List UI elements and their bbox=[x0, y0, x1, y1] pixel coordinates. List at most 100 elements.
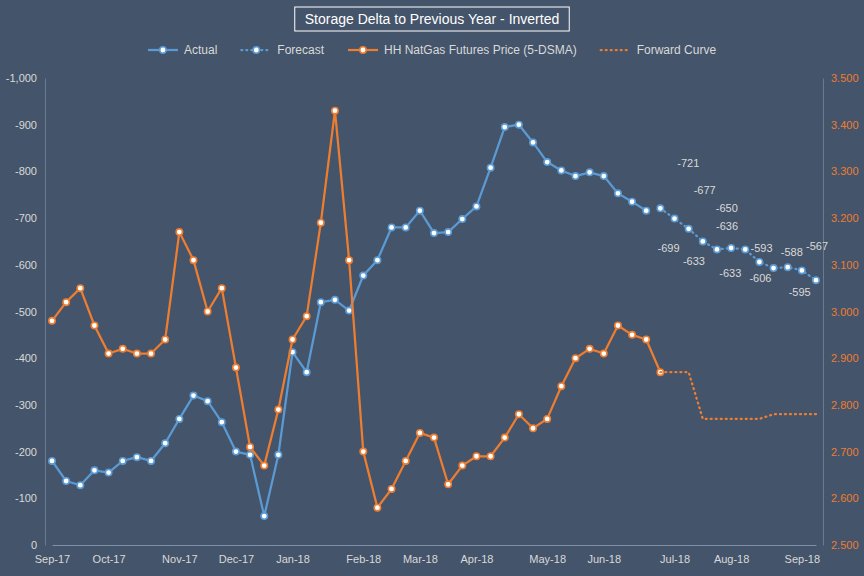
series-marker bbox=[629, 332, 635, 338]
chart-svg: Storage Delta to Previous Year - Inverte… bbox=[0, 0, 864, 576]
y-tick-label: -800 bbox=[15, 165, 37, 177]
y-tick: -700 bbox=[15, 212, 45, 224]
series-marker bbox=[219, 285, 225, 291]
y2-tick: 2.500 bbox=[823, 539, 859, 551]
series-marker bbox=[91, 322, 97, 328]
series-marker bbox=[586, 346, 592, 352]
series-marker bbox=[756, 259, 762, 265]
series-marker bbox=[374, 257, 380, 263]
y-tick: -1,000 bbox=[6, 72, 45, 84]
series-marker bbox=[346, 257, 352, 263]
data-label: -677 bbox=[694, 184, 716, 196]
x-tick: Sep-18 bbox=[785, 553, 820, 565]
series-marker bbox=[219, 419, 225, 425]
y-tick-label: -300 bbox=[15, 399, 37, 411]
x-tick: Aug-18 bbox=[714, 553, 749, 565]
series-marker bbox=[643, 336, 649, 342]
series-marker bbox=[799, 267, 805, 273]
series-marker bbox=[572, 173, 578, 179]
y2-tick-label: 2.700 bbox=[831, 446, 859, 458]
series-marker bbox=[162, 440, 168, 446]
series-marker bbox=[601, 173, 607, 179]
x-tick-label: Feb-18 bbox=[346, 553, 381, 565]
legend-marker bbox=[360, 47, 366, 53]
series-marker bbox=[502, 434, 508, 440]
series-marker bbox=[77, 285, 83, 291]
y2-tick-label: 2.600 bbox=[831, 492, 859, 504]
y2-tick-label: 2.500 bbox=[831, 539, 859, 551]
x-tick-label: Sep-17 bbox=[35, 553, 70, 565]
series-marker bbox=[261, 513, 267, 519]
x-tick: Nov-17 bbox=[162, 553, 197, 565]
series-marker bbox=[643, 207, 649, 213]
data-label: -595 bbox=[789, 286, 811, 298]
series-marker bbox=[417, 207, 423, 213]
series-marker bbox=[671, 215, 677, 221]
y-tick-label: -400 bbox=[15, 352, 37, 364]
y-tick: -300 bbox=[15, 399, 45, 411]
series-marker bbox=[459, 462, 465, 468]
series-marker bbox=[261, 462, 267, 468]
y2-tick: 3.300 bbox=[823, 165, 859, 177]
series-marker bbox=[530, 139, 536, 145]
series-marker bbox=[431, 230, 437, 236]
series-marker bbox=[303, 369, 309, 375]
x-tick-label: Jan-18 bbox=[276, 553, 310, 565]
series-marker bbox=[49, 318, 55, 324]
title: Storage Delta to Previous Year - Inverte… bbox=[305, 11, 559, 27]
series-marker bbox=[204, 398, 210, 404]
series-line bbox=[660, 372, 816, 419]
data-labels: -721-699-677-650-633-636-633-606-593-595… bbox=[658, 157, 829, 298]
legend-label: HH NatGas Futures Price (5-DSMA) bbox=[384, 43, 577, 57]
x-tick-label: Dec-17 bbox=[219, 553, 254, 565]
series-marker bbox=[190, 392, 196, 398]
series-marker bbox=[120, 346, 126, 352]
legend-swatch bbox=[601, 49, 631, 51]
series-marker bbox=[303, 313, 309, 319]
series-marker bbox=[629, 199, 635, 205]
y2-tick-label: 3.400 bbox=[831, 119, 859, 131]
y2-tick: 2.900 bbox=[823, 352, 859, 364]
data-label: -567 bbox=[806, 240, 828, 252]
series-marker bbox=[275, 452, 281, 458]
y-tick: -500 bbox=[15, 306, 45, 318]
y2-tick: 2.800 bbox=[823, 399, 859, 411]
series-marker bbox=[615, 322, 621, 328]
y2-tick-label: 3.000 bbox=[831, 306, 859, 318]
series-marker bbox=[403, 458, 409, 464]
x-tick: May-18 bbox=[529, 553, 566, 565]
series-marker bbox=[120, 458, 126, 464]
series-marker bbox=[134, 454, 140, 460]
series-marker bbox=[530, 425, 536, 431]
legend-label: Forward Curve bbox=[637, 43, 717, 57]
y2-tick-label: 2.800 bbox=[831, 399, 859, 411]
y2-axis-line bbox=[823, 79, 824, 546]
legend-item: HH NatGas Futures Price (5-DSMA) bbox=[348, 43, 577, 57]
y-tick: -800 bbox=[15, 165, 45, 177]
series-marker bbox=[318, 220, 324, 226]
x-tick: Oct-17 bbox=[93, 553, 126, 565]
x-tick-label: Jul-18 bbox=[660, 553, 690, 565]
y-tick: -200 bbox=[15, 446, 45, 458]
x-tick: Dec-17 bbox=[219, 553, 254, 565]
x-tick: Jul-18 bbox=[660, 553, 690, 565]
data-label: -633 bbox=[719, 267, 741, 279]
series-marker bbox=[558, 383, 564, 389]
series-marker bbox=[403, 224, 409, 230]
legend-item: Forecast bbox=[241, 43, 324, 57]
series-marker bbox=[91, 467, 97, 473]
series-line bbox=[52, 125, 646, 516]
series-marker bbox=[700, 238, 706, 244]
title-box bbox=[295, 7, 569, 31]
y-axis: 0-100-200-300-400-500-600-700-800-900-1,… bbox=[6, 72, 46, 551]
series-marker bbox=[332, 297, 338, 303]
y2-tick-label: 3.100 bbox=[831, 259, 859, 271]
series-marker bbox=[332, 107, 338, 113]
y-tick-label: -900 bbox=[15, 119, 37, 131]
series-marker bbox=[289, 336, 295, 342]
series-marker bbox=[544, 416, 550, 422]
y2-tick-label: 3.200 bbox=[831, 212, 859, 224]
x-tick-label: Aug-18 bbox=[714, 553, 749, 565]
data-label: -650 bbox=[716, 202, 738, 214]
x-tick-label: Sep-18 bbox=[785, 553, 820, 565]
